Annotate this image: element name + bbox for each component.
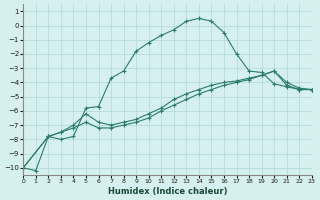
X-axis label: Humidex (Indice chaleur): Humidex (Indice chaleur) [108, 187, 227, 196]
